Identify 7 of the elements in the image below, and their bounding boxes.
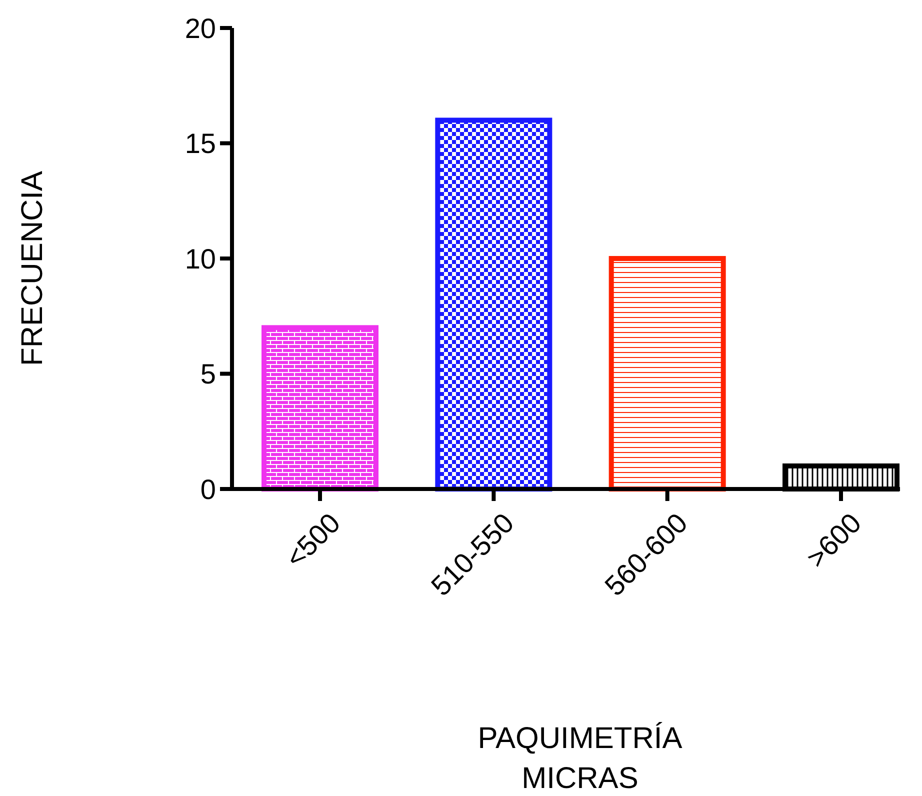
y-tick-label: 5 (200, 358, 216, 390)
y-tick-label: 0 (200, 474, 216, 505)
x-axis-title: PAQUIMETRÍA MICRAS (478, 721, 682, 795)
y-tick-label: 15 (184, 128, 216, 160)
y-tick-label: 20 (184, 12, 216, 44)
y-tick-label: 10 (184, 243, 216, 274)
y-axis-title: FRECUENCIA (16, 170, 49, 366)
